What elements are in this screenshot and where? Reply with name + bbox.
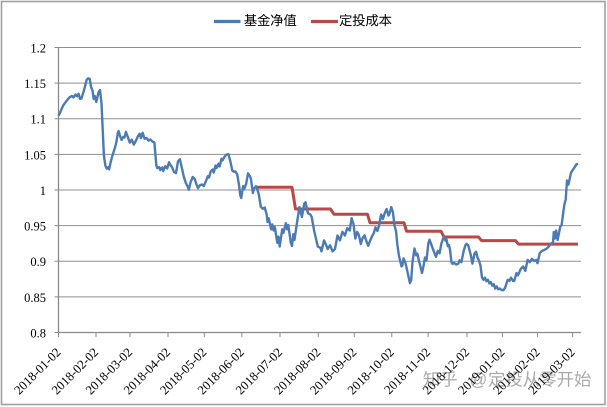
svg-text:1.05: 1.05: [24, 148, 46, 162]
svg-text:0.95: 0.95: [24, 220, 46, 234]
svg-text:0.85: 0.85: [24, 291, 46, 305]
svg-text:0.9: 0.9: [30, 255, 46, 269]
svg-text:1.15: 1.15: [24, 77, 46, 91]
svg-text:1.1: 1.1: [30, 113, 46, 127]
svg-text:@: @: [470, 370, 488, 390]
svg-text:1.2: 1.2: [30, 42, 46, 56]
svg-text:1: 1: [40, 184, 46, 198]
svg-text:0.8: 0.8: [30, 327, 46, 341]
